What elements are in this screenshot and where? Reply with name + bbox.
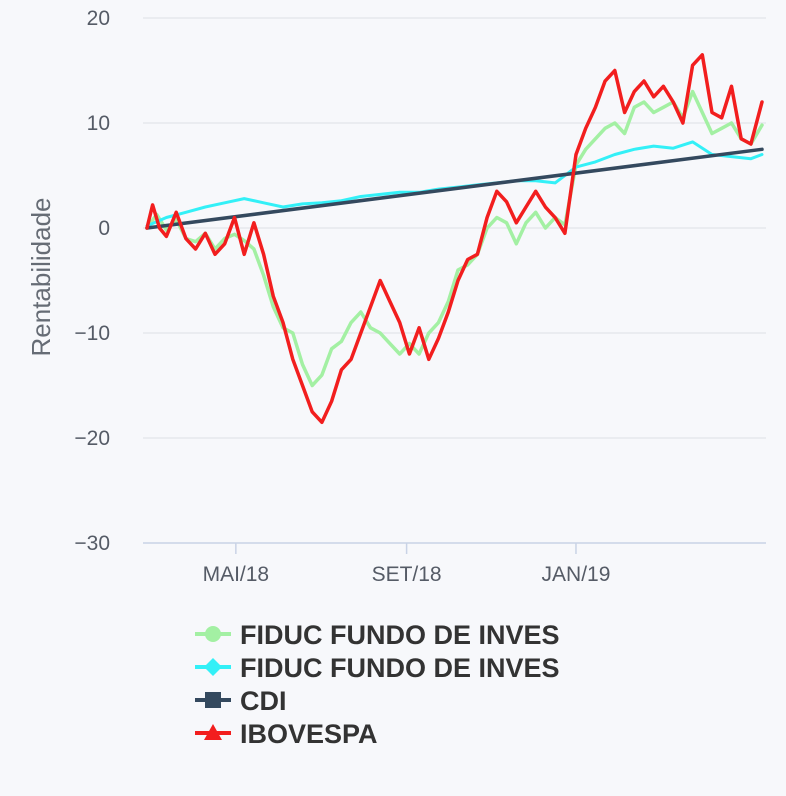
legend-item[interactable]: FIDUC FUNDO DE INVES xyxy=(195,653,560,683)
legend-label: IBOVESPA xyxy=(240,719,378,749)
y-tick-label: −10 xyxy=(74,322,110,345)
y-tick-label: −20 xyxy=(74,427,110,450)
axes: 20 10 0 −10 −20 −30 MAI/18 SET/18 JAN/19 xyxy=(74,7,766,586)
y-tick-label: 10 xyxy=(87,112,110,135)
x-tick-label: MAI/18 xyxy=(203,563,270,586)
y-axis-title: Rentabilidade xyxy=(26,197,56,356)
legend-item[interactable]: CDI xyxy=(195,686,287,716)
series-lines xyxy=(145,53,764,425)
series-line-cdi[interactable] xyxy=(145,147,764,230)
legend-label: CDI xyxy=(240,686,287,716)
legend-label: FIDUC FUNDO DE INVES xyxy=(240,620,560,650)
series-line-ibovespa[interactable] xyxy=(145,53,764,425)
grid-lines xyxy=(143,17,766,439)
legend-label: FIDUC FUNDO DE INVES xyxy=(240,653,560,683)
circle-marker-icon xyxy=(205,626,221,642)
series-line-fiduc-2[interactable] xyxy=(145,140,764,228)
square-marker-icon xyxy=(205,692,221,708)
y-tick-label: −30 xyxy=(74,532,110,555)
series-line-fiduc-1[interactable] xyxy=(145,89,764,388)
x-tick-label: SET/18 xyxy=(372,563,442,586)
triangle-marker-icon xyxy=(204,724,222,740)
y-tick-label: 20 xyxy=(87,7,110,30)
x-tick-label: JAN/19 xyxy=(542,563,611,586)
legend-item[interactable]: FIDUC FUNDO DE INVES xyxy=(195,620,560,650)
diamond-marker-icon xyxy=(204,658,222,676)
legend-item[interactable]: IBOVESPA xyxy=(195,719,378,749)
y-tick-label: 0 xyxy=(98,217,110,240)
